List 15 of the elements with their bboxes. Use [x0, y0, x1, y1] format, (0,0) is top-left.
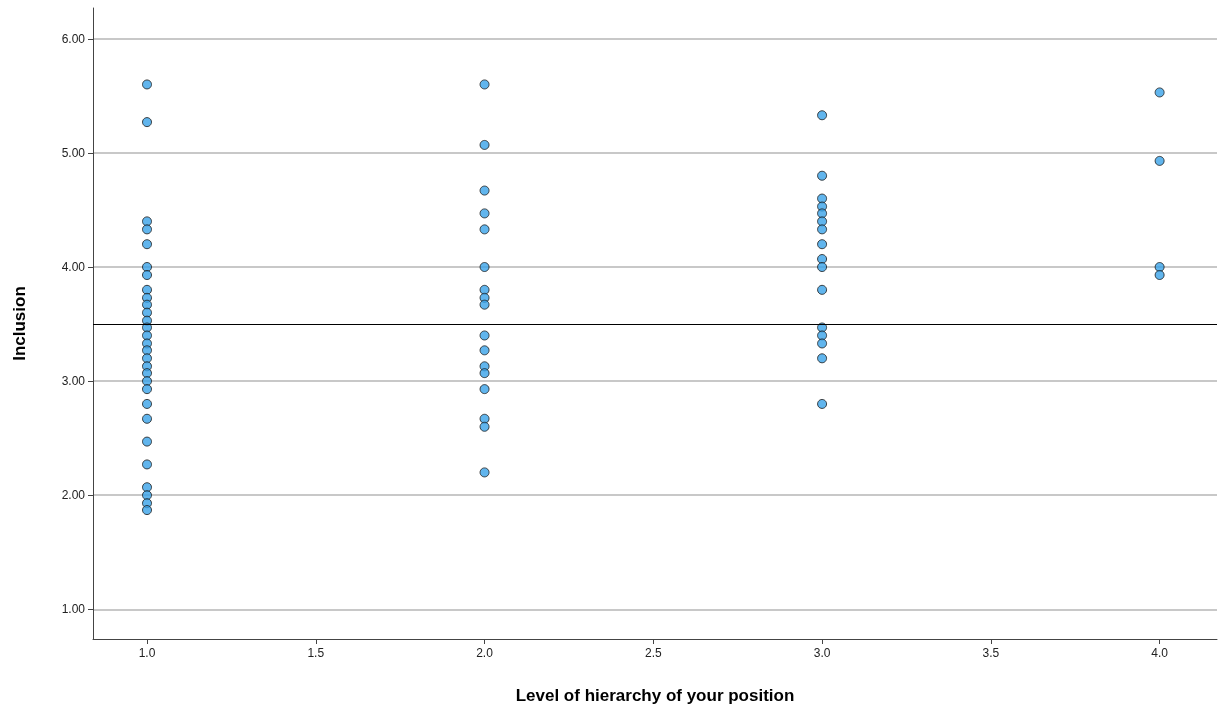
x-tick-label: 2.5 — [644, 646, 662, 660]
x-tick-label: 3.5 — [982, 646, 1000, 660]
y-tick-label: 2.00 — [61, 488, 86, 503]
x-tick-label: 4.0 — [1151, 646, 1169, 660]
x-tick-label: 1.5 — [307, 646, 325, 660]
y-tick-label: 5.00 — [61, 145, 86, 160]
x-tick-label: 1.0 — [138, 646, 156, 660]
y-tick-label: 6.00 — [61, 31, 86, 46]
x-tick-label: 3.0 — [813, 646, 831, 660]
x-axis-title: Level of hierarchy of your position — [515, 686, 795, 705]
y-tick-label: 3.00 — [61, 374, 86, 389]
x-tick-label: 2.0 — [476, 646, 494, 660]
y-axis-title: Inclusion — [10, 286, 29, 361]
y-tick-label: 1.00 — [61, 602, 86, 617]
y-tick-label: 4.00 — [61, 260, 86, 275]
